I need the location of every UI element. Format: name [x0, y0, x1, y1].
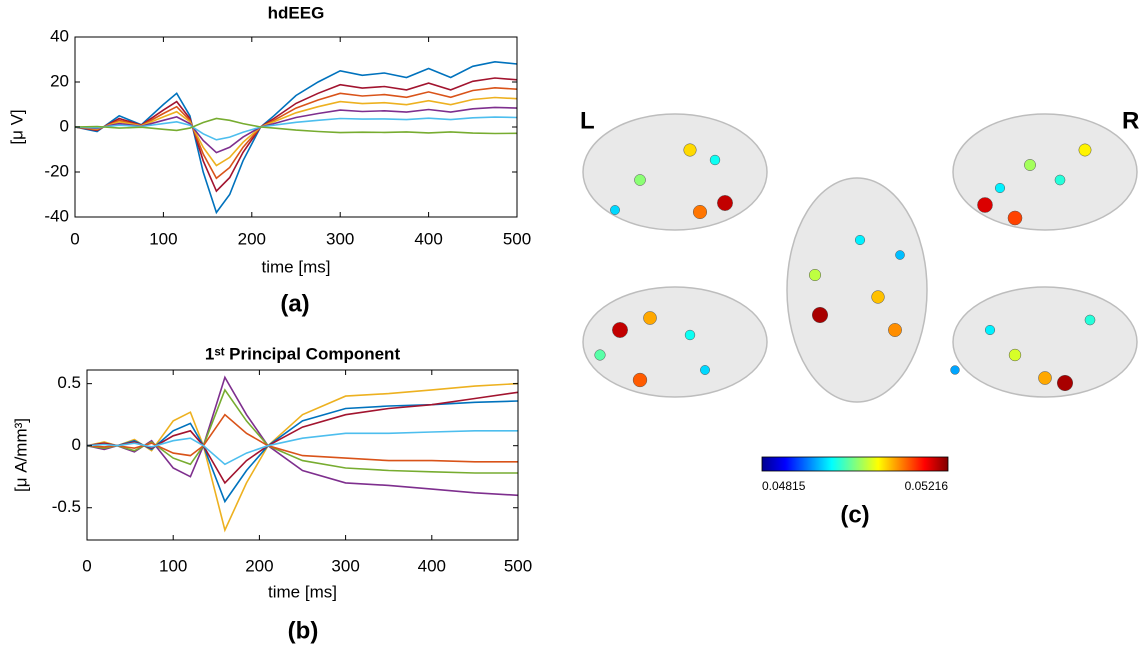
x-tick-label: 400 — [414, 229, 442, 248]
x-axis-label: time [ms] — [268, 582, 337, 601]
y-tick-label: -40 — [44, 206, 69, 225]
brain-node — [612, 322, 627, 337]
panel-label: (b) — [288, 617, 319, 644]
brain-left-medial — [583, 287, 767, 397]
x-tick-label: 200 — [245, 556, 273, 575]
brain-left-lateral — [583, 114, 767, 230]
chart-title: hdEEG — [268, 3, 325, 22]
brain-right-lateral — [953, 114, 1137, 230]
brain-node — [888, 323, 901, 336]
x-tick-label: 100 — [159, 556, 187, 575]
y-tick-label: 0 — [72, 435, 81, 454]
brain-node — [684, 144, 697, 157]
panel-label: (c) — [840, 501, 869, 528]
brain-node — [693, 205, 707, 219]
x-axis-label: time [ms] — [262, 257, 331, 276]
colorbar-min: 0.04815 — [762, 479, 806, 493]
brain-node — [643, 311, 656, 324]
brain-node — [685, 330, 695, 340]
brain-node — [710, 155, 720, 165]
y-axis-label: [μ A/mm³] — [11, 418, 30, 492]
brain-node — [1008, 211, 1022, 225]
x-tick-label: 500 — [504, 556, 532, 575]
x-tick-label: 200 — [238, 229, 266, 248]
panel-label: (a) — [280, 290, 309, 317]
brain-node — [1024, 159, 1035, 170]
y-tick-label: 0.5 — [57, 373, 81, 392]
figure: L R 0.04815 0.05216 (c) 0100200300400500… — [0, 0, 1143, 649]
series-line — [87, 384, 518, 530]
brain-node — [700, 365, 709, 374]
brain-node — [634, 174, 645, 185]
y-axis-label: [μ V] — [7, 109, 26, 144]
brain-node — [595, 350, 606, 361]
brain-top — [787, 178, 927, 402]
brain-node — [977, 197, 992, 212]
brain-node — [895, 250, 904, 259]
brain-node — [717, 195, 732, 210]
brain-node — [872, 291, 885, 304]
y-tick-label: 20 — [50, 71, 69, 90]
x-tick-label: 0 — [70, 229, 79, 248]
series-line — [87, 431, 518, 465]
left-label: L — [580, 107, 595, 134]
series-line — [75, 117, 517, 140]
brain-node — [995, 183, 1005, 193]
chart-title: 1ˢᵗ Principal Component — [205, 344, 401, 363]
brain-node — [633, 373, 647, 387]
brain-node — [1085, 315, 1095, 325]
y-tick-label: -20 — [44, 161, 69, 180]
x-tick-label: 300 — [326, 229, 354, 248]
brain-node — [1057, 375, 1073, 391]
brain-node — [951, 366, 960, 375]
x-tick-label: 100 — [149, 229, 177, 248]
brain-node — [1009, 349, 1021, 361]
x-tick-label: 500 — [503, 229, 531, 248]
brain-node — [855, 235, 865, 245]
series-line — [75, 88, 517, 179]
y-tick-label: 40 — [50, 26, 69, 45]
y-tick-label: -0.5 — [52, 497, 81, 516]
y-tick-label: 0 — [60, 116, 69, 135]
series-line — [87, 377, 518, 495]
x-tick-label: 0 — [82, 556, 91, 575]
brain-outlines — [583, 114, 1137, 402]
brain-node — [809, 269, 821, 281]
brain-node — [985, 325, 995, 335]
brain-node — [1079, 144, 1091, 156]
brain-node — [610, 205, 619, 214]
right-label: R — [1122, 107, 1139, 134]
series-line — [75, 62, 517, 213]
x-tick-label: 400 — [418, 556, 446, 575]
colorbar — [762, 457, 948, 471]
brain-node — [1055, 175, 1065, 185]
colorbar-max: 0.05216 — [905, 479, 949, 493]
x-tick-label: 300 — [331, 556, 359, 575]
brain-node — [812, 307, 828, 323]
brain-node — [1038, 371, 1051, 384]
